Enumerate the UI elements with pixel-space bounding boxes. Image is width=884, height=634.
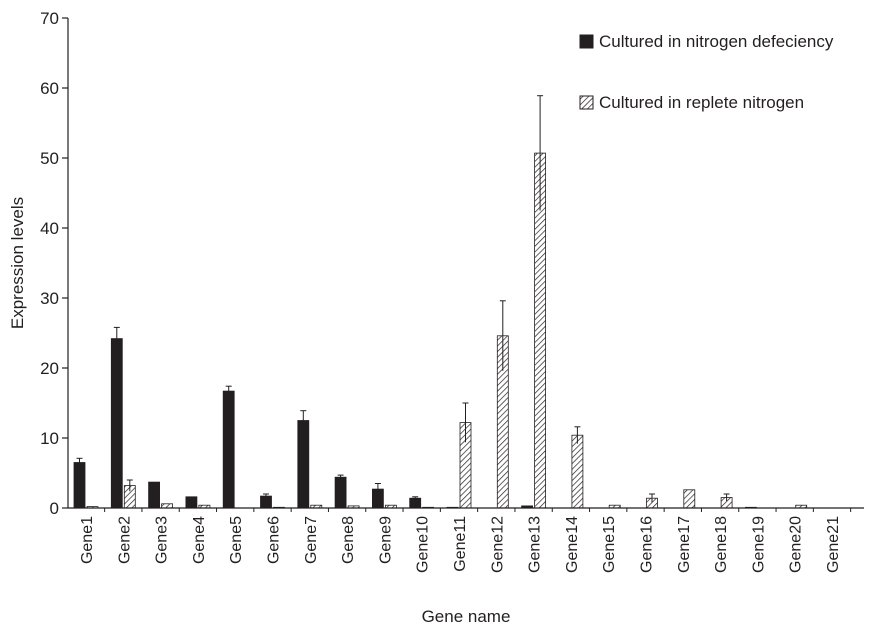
bar-gene14-replete-nitrogen: [571, 434, 584, 509]
error-bar-gene9-nitrogen-deficiency: [374, 483, 381, 495]
x-tick-label-gene9: Gene9: [377, 516, 394, 564]
x-tick-label-gene5: Gene5: [228, 516, 245, 564]
y-tick-label-0: 0: [50, 499, 59, 518]
legend: Cultured in nitrogen defeciency Cultured …: [579, 32, 834, 112]
legend-label: Cultured in nitrogen defeciency: [599, 32, 834, 51]
bar-gene17-replete-nitrogen: [683, 489, 696, 509]
legend-item-replete-nitrogen: Cultured in replete nitrogen: [579, 93, 804, 112]
error-bar-gene7-nitrogen-deficiency: [300, 410, 307, 431]
bar-gene8-nitrogen-deficiency: [334, 476, 347, 509]
bar-gene1-nitrogen-deficiency: [73, 462, 86, 509]
error-bar-gene13-replete-nitrogen: [537, 95, 544, 211]
error-bar-gene14-replete-nitrogen: [574, 426, 581, 444]
bars-layer: [73, 152, 808, 509]
error-bar-gene18-replete-nitrogen: [723, 493, 730, 501]
x-tick-label-gene17: Gene17: [676, 516, 693, 573]
x-tick-label-gene21: Gene21: [825, 516, 842, 573]
y-tick-label-70: 70: [40, 9, 59, 28]
axes-layer: [62, 17, 864, 512]
y-tick-label-50: 50: [40, 149, 59, 168]
legend-item-nitrogen-deficiency: Cultured in nitrogen defeciency: [579, 32, 834, 51]
x-tick-label-gene12: Gene12: [489, 516, 506, 573]
x-tick-label-gene16: Gene16: [639, 516, 656, 573]
legend-swatch: [579, 95, 594, 110]
y-tick-label-20: 20: [40, 359, 59, 378]
labels-layer: Gene1 Gene2 Gene3 Gene4 Gene5 Gene6 Gene7 Gene8…: [8, 9, 842, 626]
bar-gene5-nitrogen-deficiency: [222, 390, 235, 509]
error-bar-gene8-nitrogen-deficiency: [337, 474, 344, 480]
bar-gene2-nitrogen-deficiency: [110, 338, 123, 509]
bar-gene3-nitrogen-deficiency: [148, 481, 161, 509]
error-bar-gene2-replete-nitrogen: [126, 479, 133, 492]
y-tick-label-10: 10: [40, 429, 59, 448]
bar-gene4-nitrogen-deficiency: [185, 496, 198, 509]
x-tick-label-gene6: Gene6: [266, 516, 283, 564]
x-tick-label-gene7: Gene7: [303, 516, 320, 564]
x-tick-label-gene20: Gene20: [788, 516, 805, 573]
x-tick-label-gene2: Gene2: [116, 516, 133, 564]
error-bar-gene11-replete-nitrogen: [462, 402, 469, 443]
x-tick-label-gene19: Gene19: [750, 516, 767, 573]
error-bar-gene10-nitrogen-deficiency: [412, 496, 419, 500]
error-bar-gene6-nitrogen-deficiency: [263, 493, 269, 499]
error-bar-gene2-nitrogen-deficiency: [113, 326, 120, 350]
x-axis-title: Gene name: [422, 607, 511, 626]
y-tick-label-60: 60: [40, 79, 59, 98]
x-tick-label-gene8: Gene8: [340, 516, 357, 564]
x-tick-label-gene13: Gene13: [527, 516, 544, 573]
legend-swatch: [579, 34, 594, 49]
x-tick-label-gene1: Gene1: [79, 516, 96, 564]
y-tick-label-30: 30: [40, 289, 59, 308]
y-tick-label-40: 40: [40, 219, 59, 238]
y-axis-title: Expression levels: [8, 197, 27, 329]
x-tick-label-gene10: Gene10: [415, 516, 432, 573]
error-bar-gene5-nitrogen-deficiency: [225, 385, 232, 396]
x-tick-label-gene4: Gene4: [191, 516, 208, 564]
x-tick-label-gene18: Gene18: [713, 516, 730, 573]
error-bar-gene1-nitrogen-deficiency: [76, 457, 83, 467]
x-tick-label-gene14: Gene14: [564, 516, 581, 573]
bar-gene7-nitrogen-deficiency: [297, 420, 310, 509]
x-tick-label-gene3: Gene3: [154, 516, 171, 564]
bar-gene3-replete-nitrogen: [161, 503, 174, 509]
x-tick-label-gene15: Gene15: [601, 516, 618, 573]
bar-gene10-nitrogen-deficiency: [409, 497, 422, 509]
x-tick-label-gene11: Gene11: [452, 516, 469, 572]
error-bar-gene12-replete-nitrogen: [499, 300, 506, 371]
error-bars-layer: [76, 95, 730, 503]
legend-label: Cultured in replete nitrogen: [599, 93, 804, 112]
error-bar-gene16-replete-nitrogen: [649, 493, 655, 503]
